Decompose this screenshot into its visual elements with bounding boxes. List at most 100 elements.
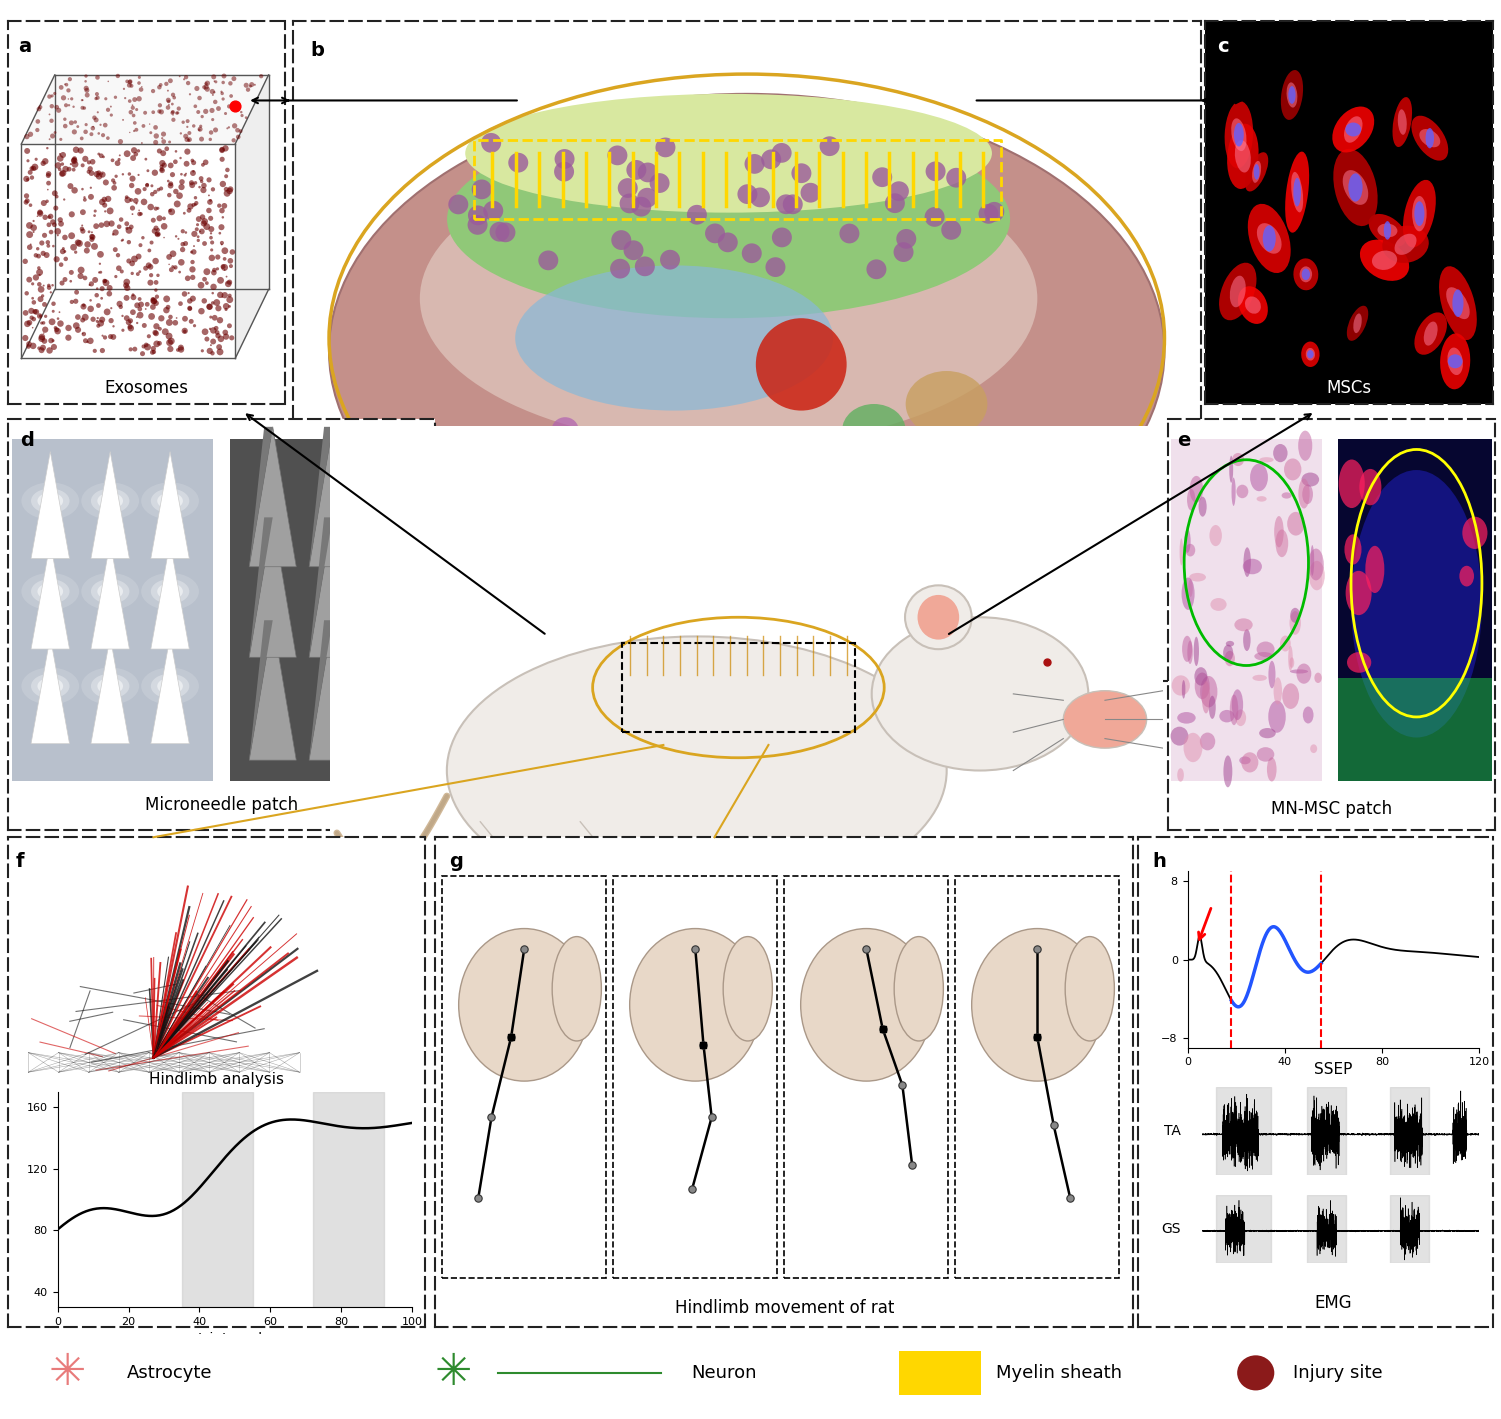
Point [77,160,101,183]
Point [159,172,183,194]
Point [108,292,132,315]
Point [59,175,83,197]
Text: c: c [1217,37,1228,55]
Ellipse shape [1384,221,1391,240]
Point [144,116,168,139]
Point [74,307,98,329]
Point [96,70,120,92]
Point [90,339,114,362]
Ellipse shape [866,260,887,280]
Point [161,102,185,125]
Point [114,307,138,329]
Point [60,88,84,111]
Point [207,96,231,119]
Ellipse shape [1424,322,1438,346]
Ellipse shape [1439,267,1477,341]
Point [167,227,191,250]
Ellipse shape [687,204,707,224]
Point [14,192,38,214]
Ellipse shape [1256,641,1274,657]
Point [144,131,168,153]
Point [156,89,180,112]
Point [81,116,105,139]
Point [146,285,170,308]
Ellipse shape [1252,675,1267,681]
Polygon shape [369,518,392,657]
Point [15,167,39,190]
Point [33,305,57,328]
Ellipse shape [1447,348,1463,375]
Ellipse shape [1298,430,1312,461]
Ellipse shape [98,492,123,509]
Point [57,79,81,102]
Point [45,318,69,341]
Ellipse shape [1273,677,1282,704]
Point [209,270,233,292]
Ellipse shape [757,318,847,410]
Point [41,329,65,352]
Point [14,326,38,349]
Point [32,192,56,214]
Ellipse shape [1241,752,1258,772]
Ellipse shape [1256,748,1274,762]
Point [17,268,41,291]
Ellipse shape [872,167,892,187]
Ellipse shape [647,918,729,956]
Point [104,165,128,187]
Point [210,285,234,308]
Point [117,163,141,186]
Ellipse shape [609,258,630,278]
Point [158,245,182,268]
Point [17,332,41,355]
Point [96,98,120,121]
Point [108,143,132,166]
Point [180,258,204,281]
Point [161,255,185,278]
Point [215,325,239,348]
Point [117,74,141,96]
Point [164,140,188,163]
Point [15,184,39,207]
Polygon shape [21,143,236,359]
Ellipse shape [896,228,916,248]
Point [198,318,222,341]
Ellipse shape [32,674,69,698]
Point [222,129,246,152]
Point [134,148,158,170]
Point [83,200,107,223]
Point [146,223,170,245]
Point [93,270,117,292]
Point [74,267,98,289]
Point [135,292,159,315]
Ellipse shape [1280,70,1303,121]
Point [146,197,170,220]
Point [125,192,149,214]
FancyBboxPatch shape [443,877,606,1277]
Point [57,88,81,111]
Ellipse shape [81,482,140,519]
Ellipse shape [1243,548,1250,578]
Point [63,179,87,201]
Point [93,88,117,111]
Point [38,339,62,362]
Point [164,226,188,248]
Point [113,87,137,109]
Point [47,155,71,177]
Ellipse shape [1333,149,1378,226]
Point [111,305,135,328]
Point [42,336,66,359]
Point [182,152,206,175]
Point [167,96,191,119]
Point [38,128,62,150]
Ellipse shape [1250,464,1268,491]
Point [53,72,77,95]
Point [230,104,254,126]
Point [219,85,243,108]
Point [222,67,246,89]
Point [120,167,144,190]
Point [24,301,48,324]
Ellipse shape [1300,267,1312,282]
Point [50,213,74,236]
Point [116,217,140,240]
Point [30,325,54,348]
